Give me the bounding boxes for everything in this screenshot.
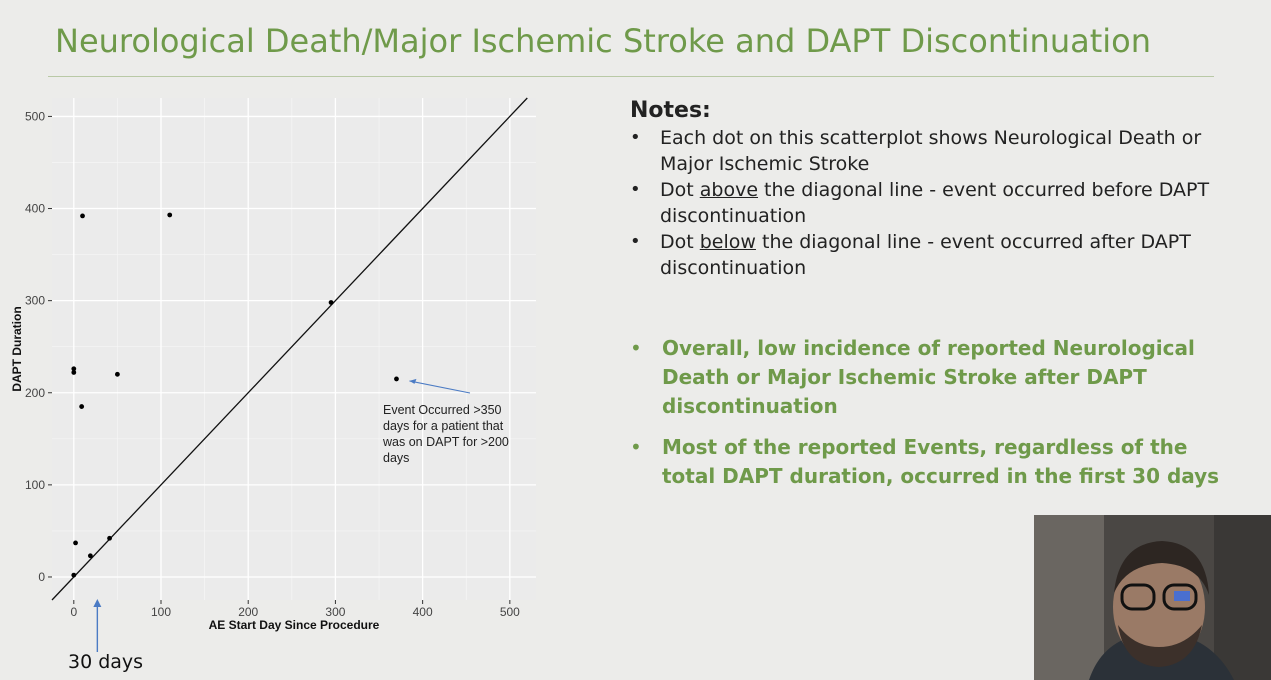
- note-text: the diagonal line - event occurred befor…: [660, 179, 1210, 227]
- x-tick-label: 200: [238, 605, 258, 619]
- annotation-text-line: Event Occurred >350: [383, 403, 502, 417]
- annotation-text-line: was on DAPT for >200: [382, 435, 509, 449]
- notes-heading: Notes:: [630, 98, 711, 123]
- diagonal-reference-line: [51, 97, 528, 601]
- x-tick-label: 100: [151, 605, 171, 619]
- note-text: Dot: [660, 231, 700, 253]
- data-point: [328, 300, 334, 305]
- y-tick-label: 500: [25, 109, 45, 123]
- finding-item: Overall, low incidence of reported Neuro…: [630, 334, 1220, 421]
- x-tick-label: 500: [500, 605, 520, 619]
- note-emphasis: above: [699, 179, 759, 201]
- note-text: Each dot on this scatterplot shows Neuro…: [660, 127, 1202, 175]
- data-point: [71, 370, 77, 375]
- annotation-text-line: days: [383, 451, 409, 465]
- y-axis-ticks: 0 100 200 300 400 500: [25, 109, 52, 584]
- presenter-webcam: [1034, 515, 1271, 680]
- y-tick-label: 400: [25, 202, 45, 216]
- marker-arrowhead: [93, 599, 102, 607]
- key-findings: Overall, low incidence of reported Neuro…: [630, 334, 1220, 503]
- slide-title: Neurological Death/Major Ischemic Stroke…: [55, 22, 1151, 60]
- data-point: [394, 376, 399, 382]
- note-item: Each dot on this scatterplot shows Neuro…: [630, 125, 1230, 177]
- note-text: the diagonal line - event occurred after…: [660, 231, 1191, 279]
- finding-item: Most of the reported Events, regardless …: [630, 433, 1220, 491]
- y-tick-label: 100: [25, 478, 45, 492]
- x-tick-label: 400: [413, 605, 433, 619]
- data-point: [87, 553, 93, 559]
- data-point: [73, 540, 78, 546]
- x-axis-label: AE Start Day Since Procedure: [209, 618, 380, 632]
- plot-panel: [52, 98, 536, 600]
- note-item: Dot above the diagonal line - event occu…: [630, 177, 1230, 229]
- note-emphasis: below: [699, 231, 756, 253]
- x-tick-label: 300: [325, 605, 345, 619]
- notes-panel: Notes: Each dot on this scatterplot show…: [630, 98, 1230, 281]
- data-point: [115, 371, 120, 377]
- x-tick-label: 0: [70, 605, 77, 619]
- grid-lines: [52, 98, 536, 600]
- y-tick-label: 0: [38, 570, 45, 584]
- data-point: [71, 366, 77, 372]
- thirty-days-label: 30 days: [68, 651, 144, 673]
- title-divider: [48, 76, 1214, 77]
- annotation-text-line: days for a patient that: [383, 419, 504, 433]
- note-item: Dot below the diagonal line - event occu…: [630, 229, 1230, 281]
- data-point: [107, 535, 112, 541]
- data-point: [71, 572, 77, 578]
- data-point: [80, 213, 85, 219]
- x-axis-ticks: 0 100 200 300 400 500: [70, 600, 520, 619]
- data-point: [79, 404, 85, 409]
- y-tick-label: 200: [25, 386, 45, 400]
- data-point: [167, 212, 173, 218]
- chart-annotation: Event Occurred >350 days for a patient th…: [382, 378, 509, 465]
- y-tick-label: 300: [25, 294, 45, 308]
- annotation-arrowhead: [409, 378, 417, 384]
- notes-list: Each dot on this scatterplot shows Neuro…: [630, 125, 1230, 281]
- scatter-chart: 0 100 200 300 400 500 0 100 200 300 400 500 AE Sta…: [10, 97, 536, 652]
- y-axis-label: DAPT Duration: [10, 306, 24, 391]
- annotation-arrow: [409, 380, 471, 394]
- note-text: Dot: [660, 179, 700, 201]
- data-points: [71, 212, 399, 578]
- thirty-day-marker: [93, 599, 102, 652]
